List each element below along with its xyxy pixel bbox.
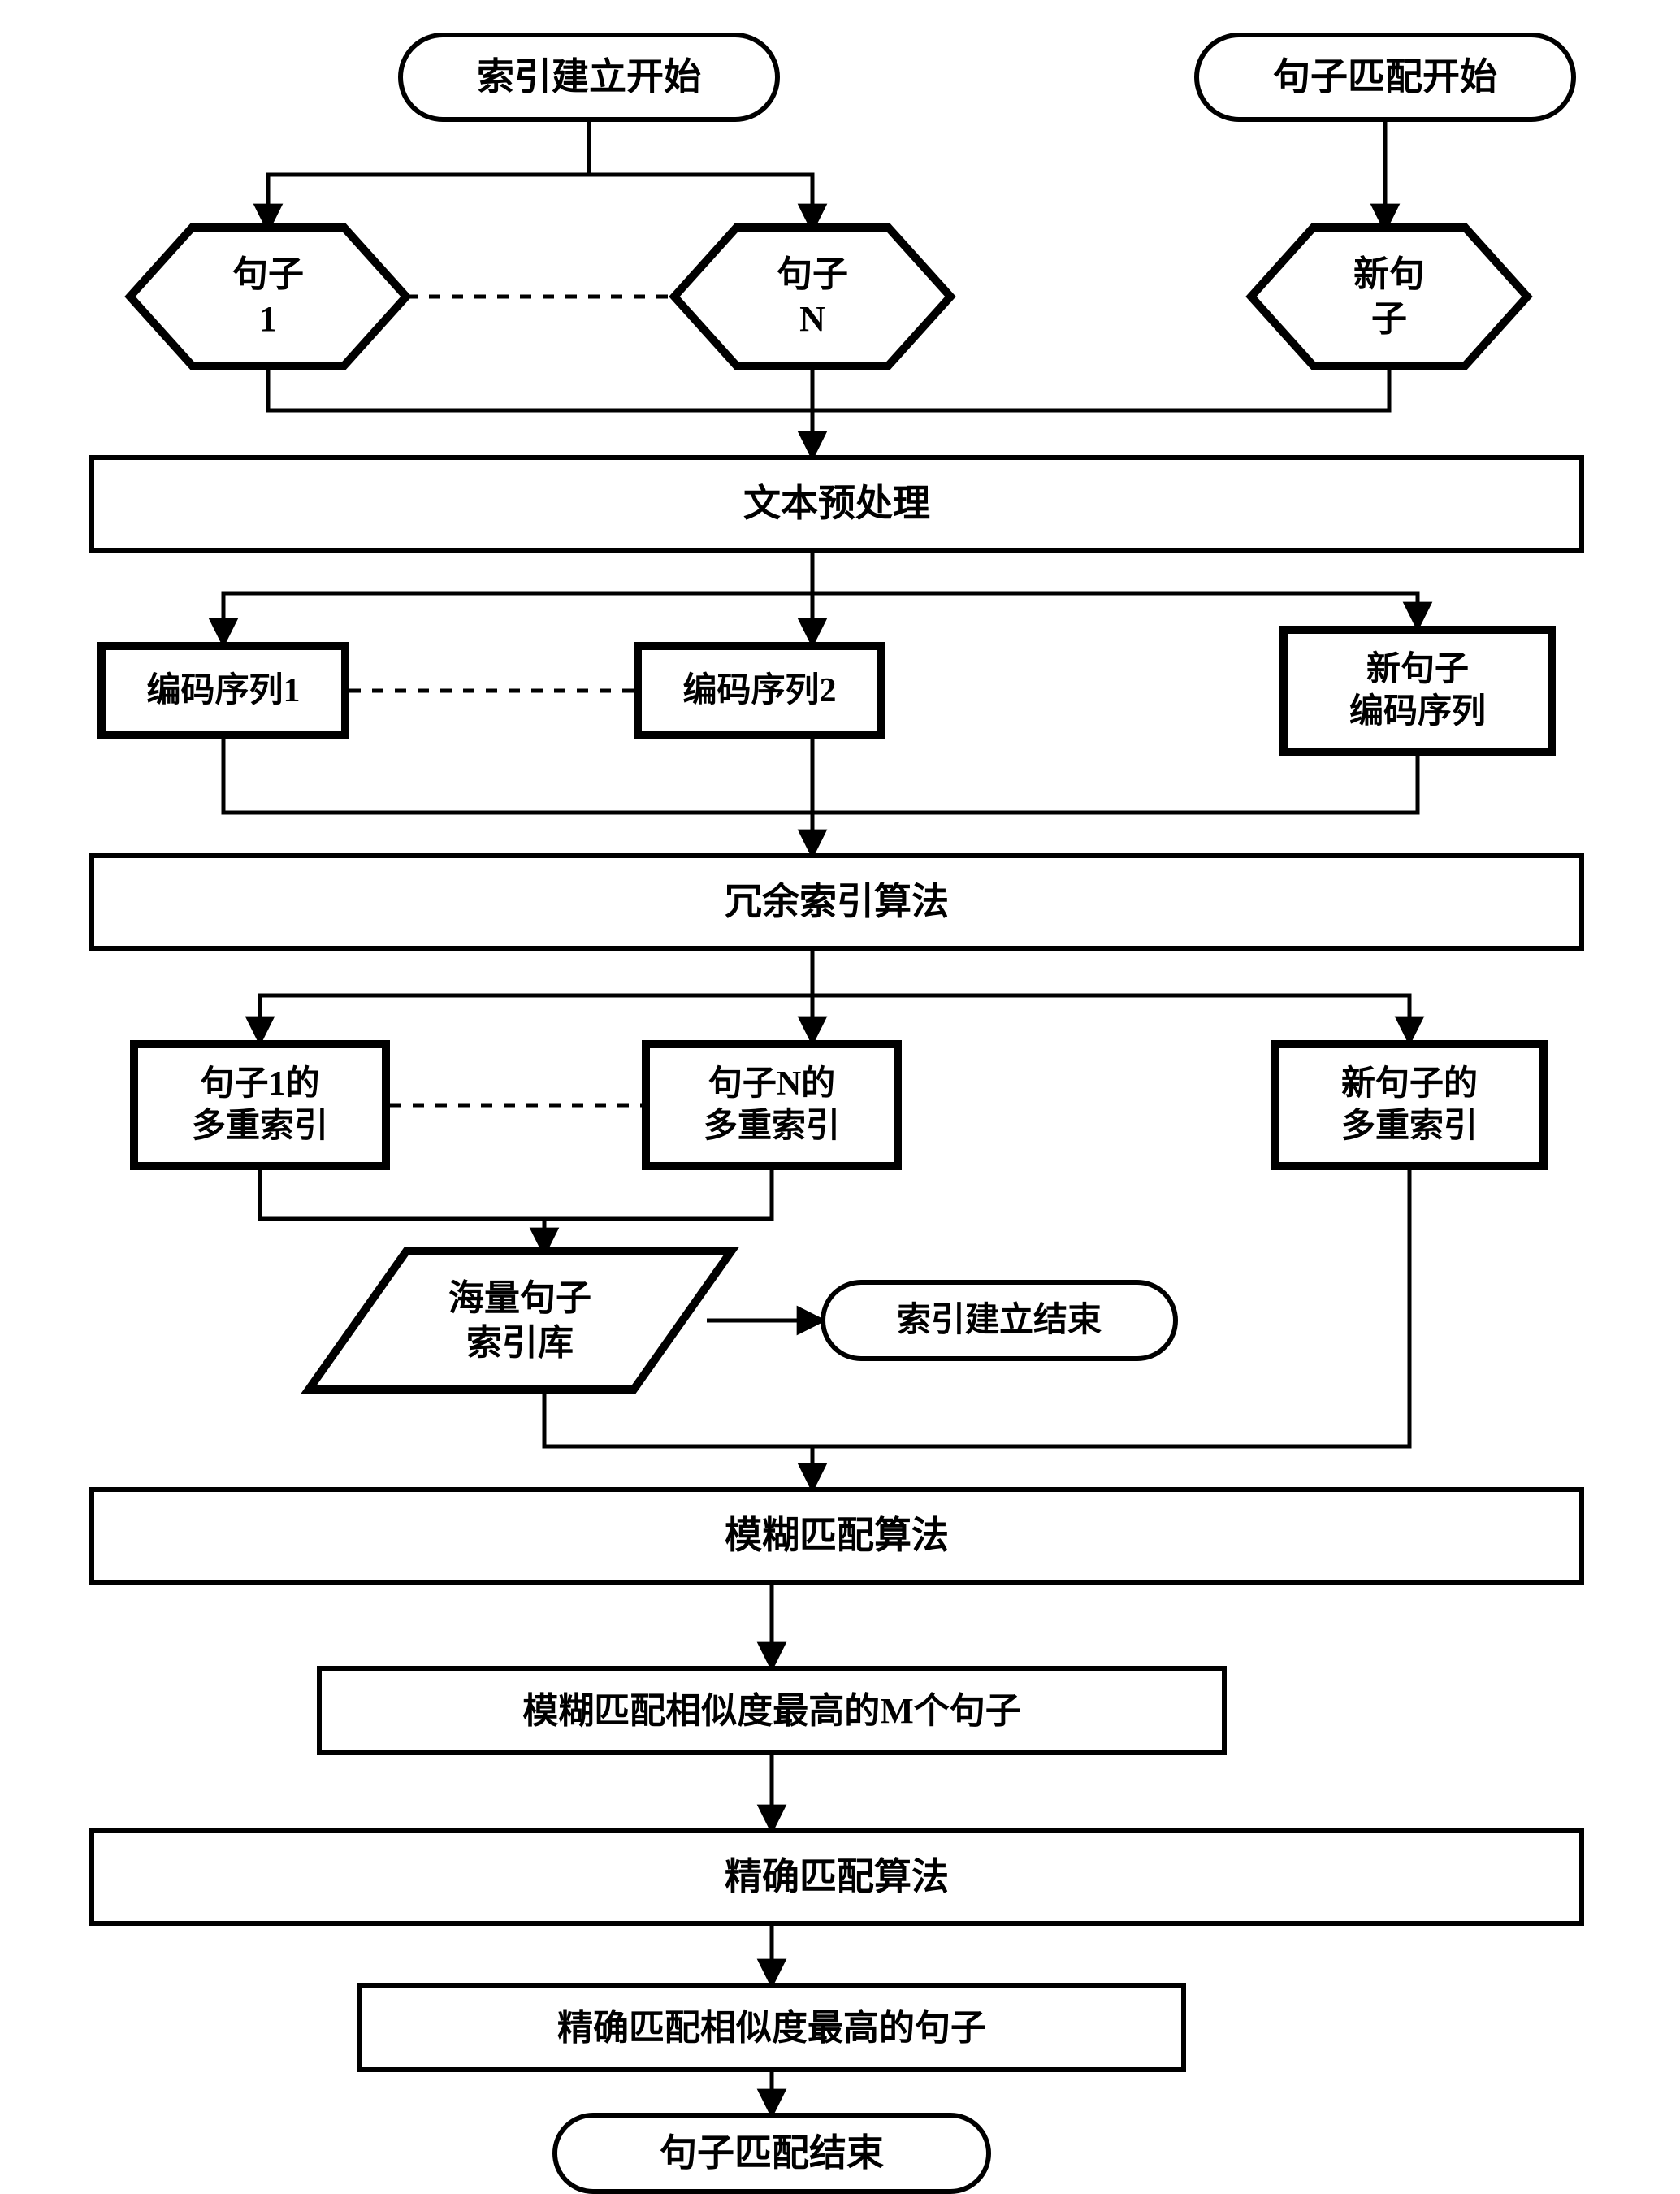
edge	[812, 553, 1418, 626]
node-fuzzy: 模糊匹配算法	[89, 1487, 1584, 1585]
edge	[268, 122, 589, 228]
edge	[268, 366, 812, 410]
edge	[223, 739, 812, 813]
node-multiNew: 新句子的 多重索引	[1271, 1040, 1548, 1170]
node-multi1: 句子1的 多重索引	[130, 1040, 390, 1170]
node-db	[309, 1251, 731, 1390]
node-encNew: 新句子 编码序列	[1279, 626, 1556, 756]
edge	[223, 553, 812, 642]
edge	[589, 122, 812, 228]
edge	[544, 1390, 812, 1487]
node-start_index: 索引建立开始	[398, 33, 780, 122]
edge	[544, 1170, 772, 1219]
edge	[260, 951, 812, 1040]
node-exact_res: 精确匹配相似度最高的句子	[357, 1983, 1186, 2072]
node-end_match: 句子匹配结束	[552, 2113, 991, 2194]
node-hex1	[130, 228, 406, 366]
node-start_match: 句子匹配开始	[1194, 33, 1576, 122]
node-hexN	[674, 228, 950, 366]
node-end_index: 索引建立结束	[821, 1280, 1178, 1361]
node-redundant: 冗余索引算法	[89, 853, 1584, 951]
node-enc1: 编码序列1	[97, 642, 349, 739]
edge	[812, 366, 1389, 410]
node-fuzzy_res: 模糊匹配相似度最高的M个句子	[317, 1666, 1227, 1755]
node-exact: 精确匹配算法	[89, 1828, 1584, 1926]
node-multiN: 句子N的 多重索引	[642, 1040, 902, 1170]
node-preprocess: 文本预处理	[89, 455, 1584, 553]
edge	[260, 1170, 544, 1251]
node-hexNew	[1251, 228, 1527, 366]
edge	[812, 756, 1418, 813]
node-enc2: 编码序列2	[634, 642, 885, 739]
edge	[812, 951, 1409, 1040]
